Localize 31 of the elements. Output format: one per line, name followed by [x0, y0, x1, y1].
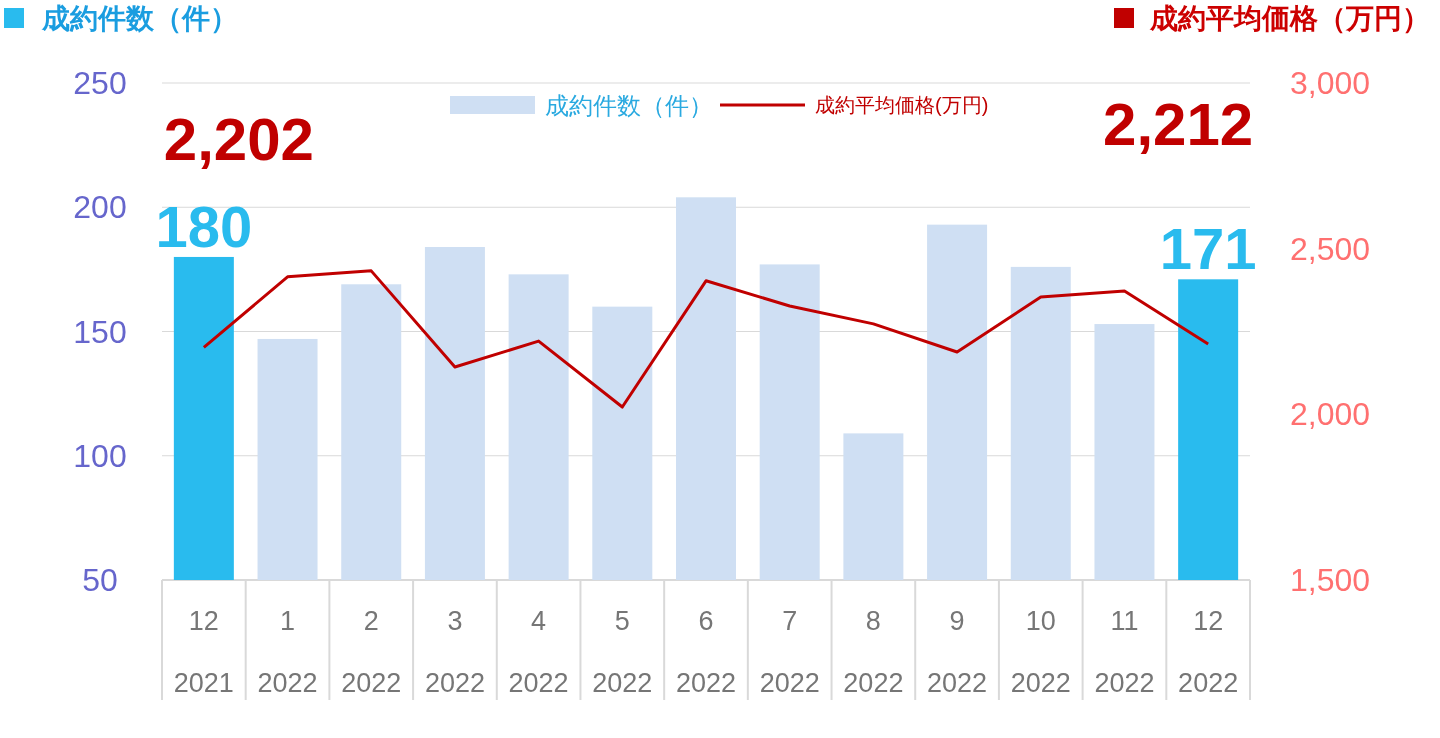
- x-tick-label: 7 2022: [759, 606, 820, 698]
- data-label: 171: [1159, 216, 1257, 282]
- y2-axis-title: 成約平均価格（万円）: [1149, 3, 1430, 34]
- data-label: 2,212: [1103, 91, 1254, 158]
- data-label: 180: [155, 193, 253, 259]
- y2-tick-label: 1,500: [1289, 562, 1371, 598]
- y-axis-title: 成約件数（件）: [41, 3, 238, 34]
- x-tick-label: 2 2022: [341, 606, 402, 698]
- x-tick-label: 12 2022: [1178, 606, 1239, 698]
- x-tick-label: 4 2022: [508, 606, 569, 698]
- y-tick-label: 200: [73, 189, 127, 226]
- x-tick-label: 5 2022: [592, 606, 653, 698]
- y2-tick-label: 2,000: [1289, 396, 1371, 433]
- legend-label: 成約平均価格(万円): [815, 94, 989, 116]
- y-tick-label: 100: [73, 437, 127, 474]
- y2-tick-label: 2,500: [1289, 230, 1371, 267]
- x-tick-label: 12 2021: [173, 606, 234, 698]
- line-series: [202, 269, 1210, 409]
- y-tick-label: 150: [73, 313, 127, 350]
- x-tick-label: 11 2022: [1094, 606, 1155, 698]
- x-tick-label: 8 2022: [843, 606, 904, 698]
- legend-label: 成約件数（件）: [545, 92, 713, 119]
- x-tick-label: 9 2022: [927, 606, 988, 698]
- x-tick-label: 1 2022: [257, 606, 318, 698]
- data-label: 2,202: [163, 106, 314, 173]
- y-tick-label: 50: [82, 562, 118, 598]
- x-tick-label: 10 2022: [1010, 606, 1071, 698]
- x-tick-label: 6 2022: [675, 606, 737, 698]
- y-tick-label: 250: [73, 65, 127, 101]
- x-tick-label: 3 2022: [424, 606, 485, 698]
- y2-tick-label: 3,000: [1289, 65, 1371, 101]
